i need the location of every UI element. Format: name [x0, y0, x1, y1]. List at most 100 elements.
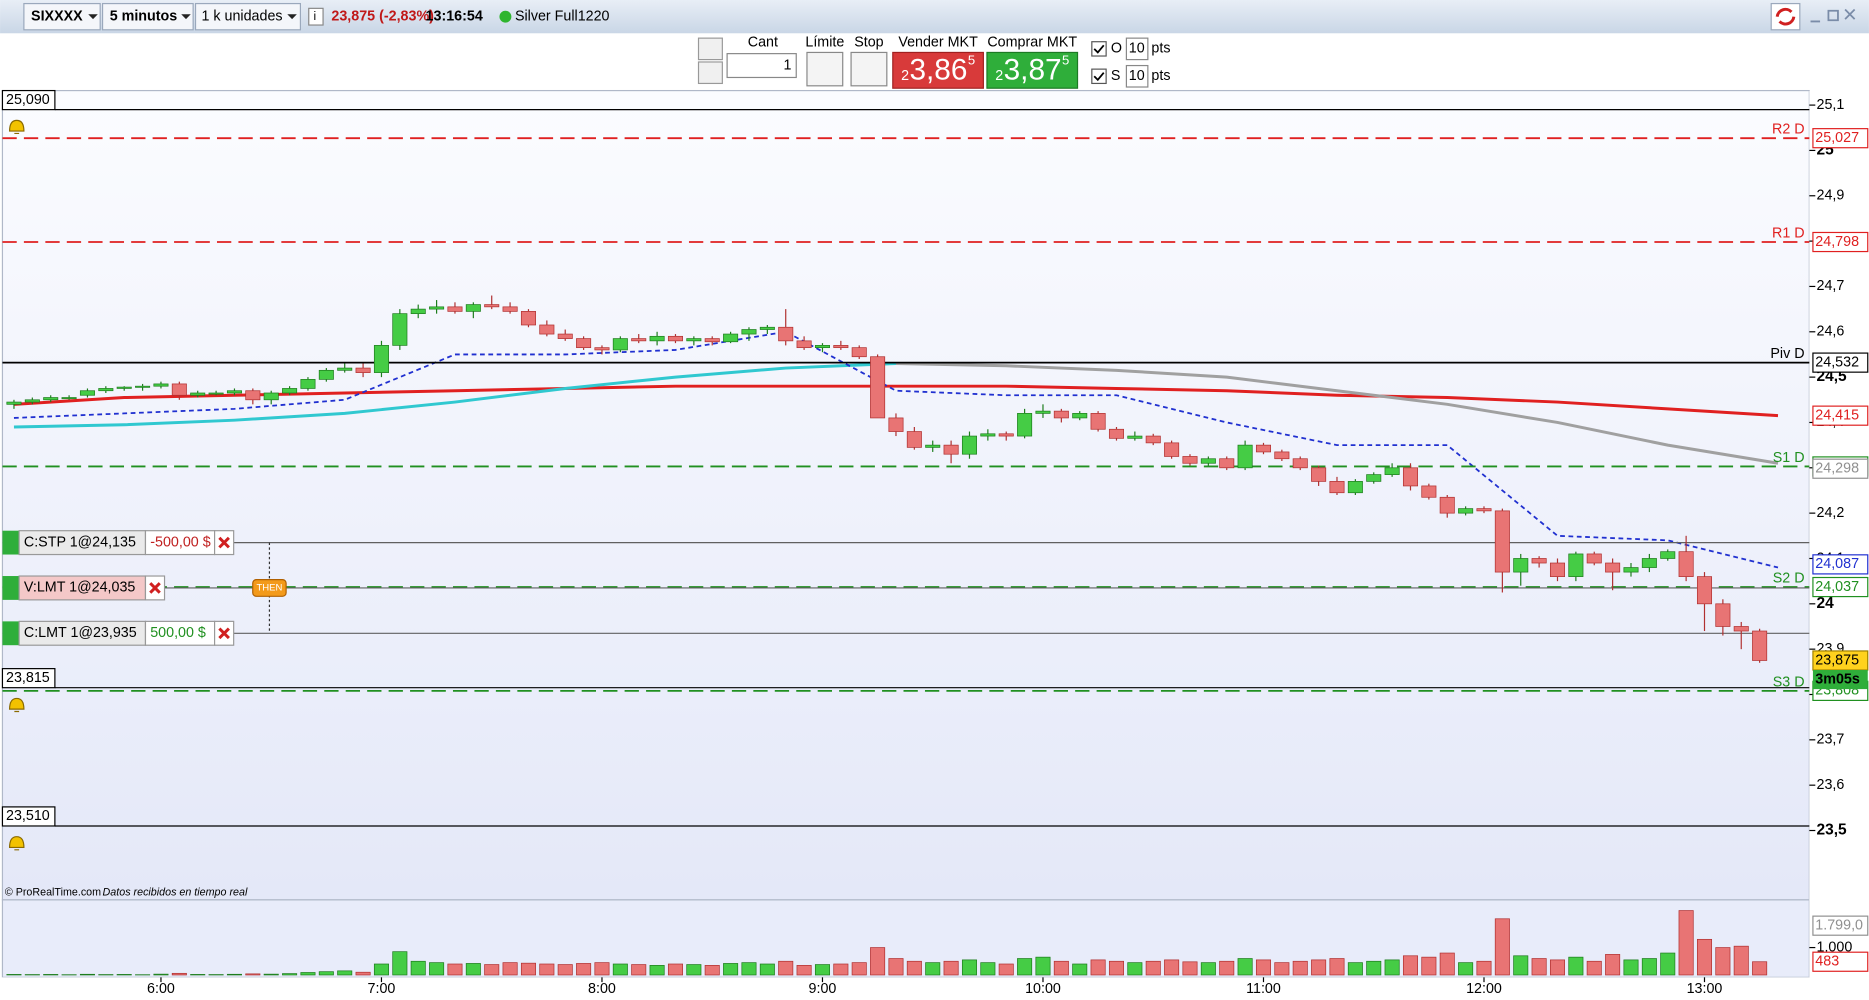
order-drag[interactable] — [2, 530, 20, 555]
candle-body — [686, 338, 702, 342]
symbol-selector[interactable] — [23, 2, 101, 31]
alert-label: 23,815 — [6, 670, 50, 686]
candle-body — [373, 345, 389, 373]
volume-bar — [502, 962, 518, 976]
y-tick-label: 24,7 — [1817, 278, 1845, 294]
axis-tag — [1812, 128, 1869, 149]
axis-tag-label: 25,027 — [1815, 130, 1859, 146]
volume-bar — [1384, 959, 1400, 976]
quote: 23,875 (-2,83%) — [331, 8, 434, 24]
s-unit: pts — [1151, 68, 1170, 84]
candle-body — [1017, 413, 1033, 437]
candle-body — [704, 338, 720, 343]
axis-tag-label: 24,037 — [1815, 579, 1859, 595]
volume-bar — [557, 964, 573, 976]
bell-icon — [8, 697, 25, 713]
volume-bar — [1292, 960, 1308, 976]
s-checkbox[interactable] — [1091, 68, 1107, 85]
status-dot — [499, 10, 512, 23]
window-controls[interactable] — [1810, 8, 1856, 23]
o-input[interactable] — [1125, 37, 1149, 61]
candle-body — [116, 386, 132, 389]
vol-tick-label: 1.000 — [1817, 939, 1853, 955]
volume-bar — [1513, 955, 1529, 976]
volume-bar — [79, 973, 95, 976]
time-axis — [0, 977, 1869, 1000]
y-tick-label: 24,6 — [1817, 324, 1845, 340]
keypad-button[interactable] — [697, 61, 723, 85]
buy-button[interactable] — [986, 51, 1079, 89]
candle-body — [741, 329, 757, 335]
candle-body — [998, 433, 1014, 437]
o-checkbox[interactable] — [1091, 41, 1107, 57]
copyright: © ProRealTime.com — [5, 887, 101, 899]
sell-price-post: 5 — [968, 52, 975, 67]
volume-bar — [667, 963, 683, 976]
units-selector[interactable] — [194, 2, 302, 31]
candle-body — [1347, 481, 1363, 494]
sell-button[interactable] — [892, 51, 984, 89]
x-tick-label: 9:00 — [809, 981, 837, 997]
x-tick-label: 8:00 — [588, 981, 616, 997]
y-tick-label: 23,6 — [1817, 777, 1845, 793]
candle-body — [98, 388, 114, 392]
volume-bar — [814, 964, 830, 976]
volume-bar — [300, 972, 316, 976]
volume-bar — [631, 964, 647, 976]
axis-tag — [1812, 352, 1869, 373]
candle-body — [208, 392, 224, 395]
account: Silver Full1220 — [515, 8, 610, 24]
volume-bar — [1311, 959, 1327, 976]
s-input[interactable] — [1125, 64, 1149, 88]
order-drag[interactable] — [2, 576, 20, 600]
volume-bar — [373, 963, 389, 976]
pivot-name: S2 D — [1773, 570, 1805, 586]
order-drag[interactable] — [2, 621, 20, 646]
candle-body — [888, 417, 904, 432]
candle-body — [465, 304, 481, 312]
volume-bar — [1237, 958, 1253, 976]
candle-body — [429, 306, 445, 310]
plot: R2 D R1 D Piv D S1 D S2 D S3 D 25,090 23,815 23,… — [1, 89, 1869, 997]
candle-body — [1549, 562, 1566, 577]
candle-body — [226, 390, 242, 394]
timeframe-selector[interactable] — [101, 2, 194, 31]
order-text: V:LMT 1@24,035 — [24, 580, 136, 596]
candle-body — [1200, 458, 1216, 464]
info-button[interactable] — [308, 7, 324, 26]
sell-price-pre: 2 — [901, 68, 909, 84]
volume-bar — [1660, 952, 1676, 976]
candle-body — [557, 333, 573, 339]
volume-bar — [1200, 962, 1216, 976]
candle-body — [1568, 553, 1584, 577]
indicator-line — [13, 384, 1779, 418]
axis-tag-label: 24,298 — [1815, 460, 1859, 476]
candle-body — [1329, 481, 1345, 494]
volume-bar — [1696, 938, 1713, 976]
candle-body — [1421, 485, 1437, 498]
volume-bar — [925, 962, 941, 976]
volume-bar — [1678, 910, 1694, 976]
o-label: O — [1111, 41, 1122, 57]
qty-input[interactable] — [726, 53, 797, 79]
stop-button[interactable] — [850, 51, 888, 87]
order-text: C:STP 1@24,135 — [24, 534, 136, 550]
candle-body — [1237, 444, 1253, 469]
settings-button[interactable] — [697, 37, 723, 61]
candle-body — [300, 379, 316, 389]
o-value: 10 — [1129, 41, 1145, 57]
candle-body — [171, 383, 187, 396]
candle-body — [961, 435, 977, 455]
volume-bar — [337, 970, 353, 976]
candle-body — [1660, 551, 1676, 559]
axis-tag — [1812, 554, 1869, 575]
candle-body — [337, 367, 353, 371]
candle-body — [282, 388, 298, 394]
volume-bar — [1458, 962, 1474, 976]
candle-body — [925, 444, 941, 448]
clock: 13:16:54 — [426, 8, 483, 24]
dropdown-arrow — [287, 14, 297, 20]
limit-button[interactable] — [806, 51, 844, 87]
sync-button[interactable] — [1770, 2, 1801, 31]
volume-bar — [741, 962, 757, 976]
